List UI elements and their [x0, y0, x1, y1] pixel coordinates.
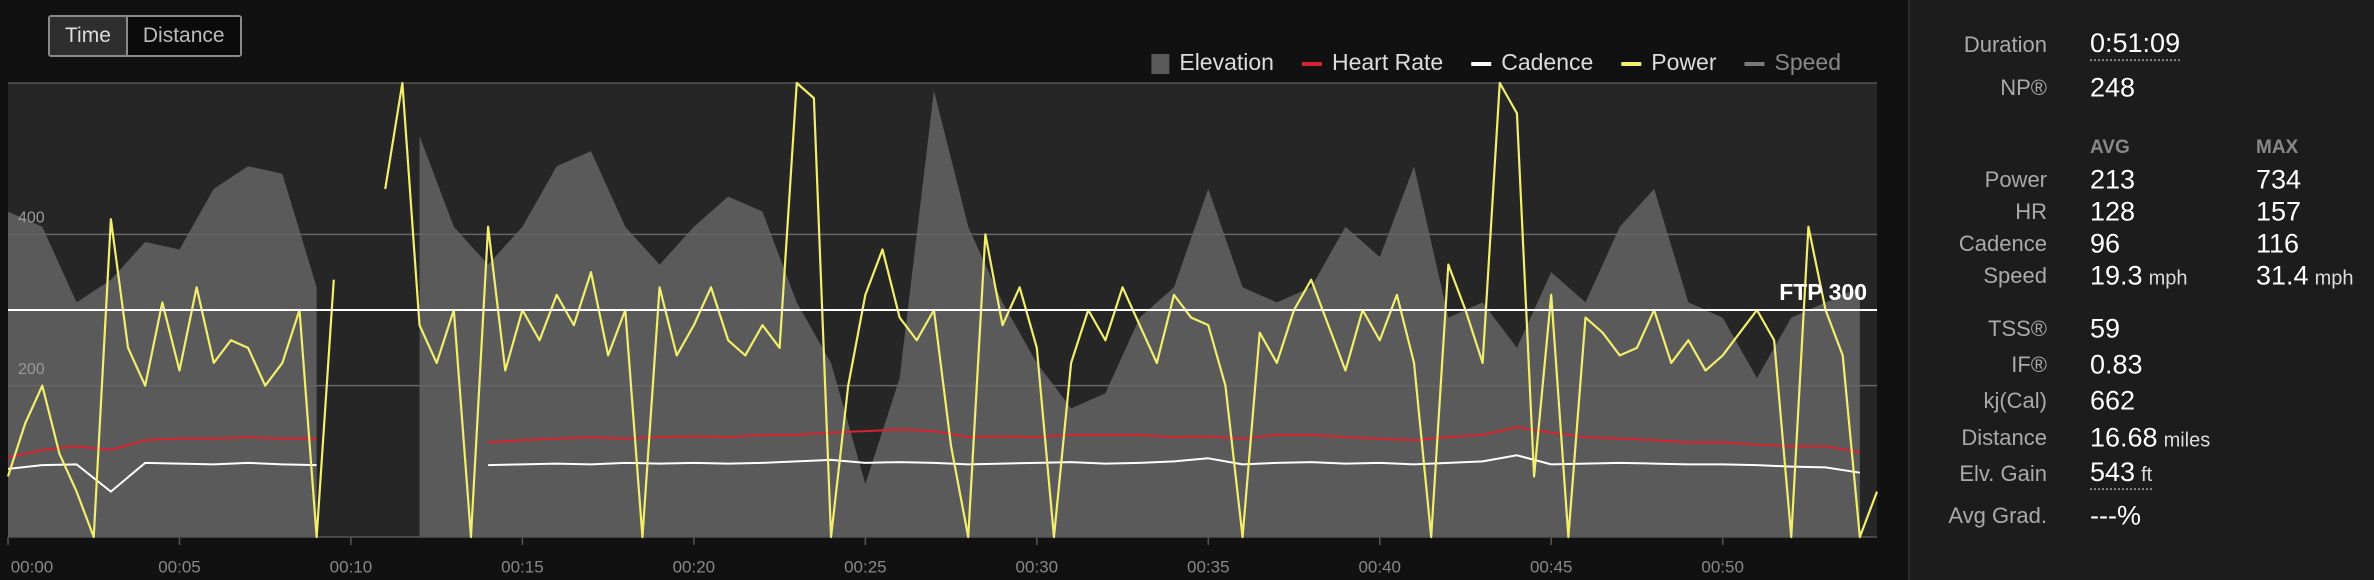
legend-label: Elevation [1179, 49, 1274, 75]
stat-label: HR [2015, 199, 2047, 224]
value-text: ---% [2090, 500, 2141, 531]
stat-label: Power [1984, 167, 2047, 192]
legend-swatch [1151, 54, 1170, 74]
unit-text: ft [2141, 464, 2153, 487]
stat-value: 59 [2090, 314, 2120, 345]
series-line [7, 426, 1861, 459]
stat-label: Cadence [1958, 231, 2047, 256]
stats-panel: Duration 0:51:09 NP® 248 AVG MAX Power 213 734 HR… [1908, 0, 2374, 580]
x-tick-label: 00:20 [673, 557, 716, 576]
x-tick-label: 00:40 [1358, 557, 1401, 576]
stat-value: 128 [2090, 197, 2135, 228]
stat-value: 662 [2090, 386, 2135, 417]
view-toggle: Time Distance [48, 15, 242, 57]
value-text: 96 [2090, 228, 2121, 259]
x-tick-label: 00:35 [1187, 557, 1230, 576]
stat-label: Avg Grad. [1948, 503, 2047, 528]
value-text: 128 [2090, 196, 2136, 227]
value-text: 0:51:09 [2090, 28, 2181, 59]
stat-label: Speed [1983, 263, 2047, 288]
y-tick-label: 400 [18, 210, 45, 227]
value-text: 248 [2090, 72, 2136, 103]
value-text: 662 [2090, 385, 2136, 416]
x-tick-label: 00:15 [501, 557, 544, 576]
stat-label: Elv. Gain [1959, 461, 2047, 486]
legend-label: Speed [1774, 49, 1841, 75]
value-text: 0.83 [2090, 349, 2143, 380]
unit-text: mph [2314, 267, 2354, 290]
unit-text: miles [2163, 429, 2211, 452]
stat-value: 31.4 mph [2256, 261, 2353, 292]
value-text: 734 [2256, 164, 2302, 195]
value-text: 19.3 [2090, 260, 2143, 291]
stat-value: 116 [2256, 229, 2299, 260]
value-text: 213 [2090, 164, 2136, 195]
stat-label: Distance [1961, 425, 2047, 450]
value-text: 543 [2090, 457, 2136, 488]
stat-value: 157 [2256, 197, 2301, 228]
x-tick-label: 00:25 [844, 557, 887, 576]
column-header: MAX [2256, 137, 2299, 158]
value-text: 116 [2256, 228, 2300, 259]
legend-label: Cadence [1501, 49, 1593, 75]
legend-label: Power [1651, 49, 1717, 75]
stat-value: 543 ft [2090, 457, 2153, 490]
ftp-label: FTP 300 [1779, 279, 1867, 305]
stat-label: NP® [2000, 75, 2047, 100]
column-header: AVG [2090, 137, 2130, 158]
stat-value: 213 [2090, 165, 2135, 196]
value-text: 59 [2090, 313, 2121, 344]
x-tick-label: 00:05 [158, 557, 201, 576]
chart: 200 400 00:00 00:05 00:10 00:15 00:20 00:25 00:3… [6, 49, 1879, 577]
toggle-button[interactable]: Distance [125, 17, 240, 55]
value-text: 31.4 [2256, 260, 2309, 291]
series-line [7, 454, 1861, 493]
unit-text: mph [2148, 267, 2188, 290]
legend-label: Heart Rate [1332, 49, 1443, 75]
stat-value: 0:51:09 [2090, 28, 2181, 61]
value-text: 16.68 [2090, 422, 2158, 453]
stat-label: TSS® [1988, 316, 2047, 341]
stat-label: Duration [1963, 32, 2047, 57]
stat-value: 248 [2090, 73, 2135, 104]
x-tick-label: 00:00 [11, 557, 54, 576]
stat-value: 96 [2090, 229, 2120, 260]
stat-value: 16.68 miles [2090, 423, 2210, 454]
stat-value: 19.3 mph [2090, 261, 2187, 292]
stat-value: 0.83 [2090, 350, 2143, 381]
stat-label: kj(Cal) [1983, 388, 2047, 413]
stat-label: IF® [2011, 352, 2047, 377]
value-text: 157 [2256, 196, 2302, 227]
series-line [6, 81, 1879, 539]
x-tick-label: 00:50 [1701, 557, 1744, 576]
stat-value: 734 [2256, 165, 2301, 196]
stat-value: ---% [2090, 501, 2141, 532]
x-tick-label: 00:45 [1530, 557, 1573, 576]
toggle-button[interactable]: Time [50, 17, 126, 55]
x-tick-label: 00:10 [330, 557, 373, 576]
x-tick-label: 00:30 [1016, 557, 1059, 576]
y-tick-label: 200 [18, 361, 45, 378]
